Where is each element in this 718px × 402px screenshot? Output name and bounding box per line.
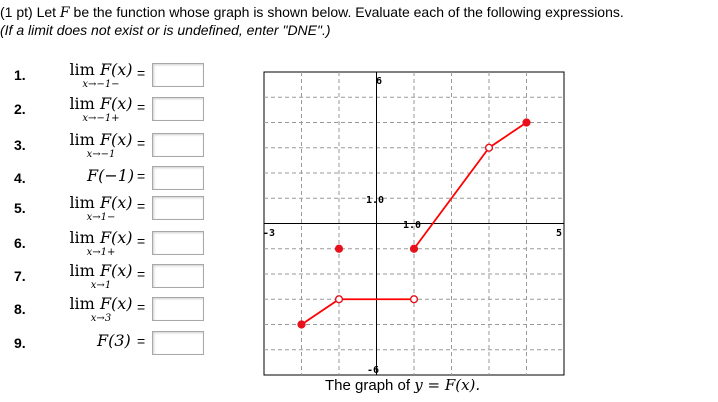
equals-sign: = [137,135,146,151]
function-graph: -3 5 6 -6 1.0 1.0 [263,71,565,376]
filled-point [334,244,344,253]
instructions-line: (1 pt) Let F be the function whose graph… [0,4,718,22]
filled-point [522,118,531,127]
problem-3: 3. lim F(x) x→−1 = [0,132,260,160]
limit-subscript: x→1− [86,212,116,223]
limit-subscript: x→−1 [86,149,116,160]
equals-sign: = [137,233,146,249]
limit-text: lim F(x) [69,294,133,313]
problem-number: 7. [14,268,26,284]
graph-caption: The graph of y = F(x). [325,376,481,394]
equals-sign: = [137,299,146,315]
answer-input-7[interactable] [152,264,204,288]
answer-input-8[interactable] [152,297,204,321]
limit-text: lim F(x) [69,261,133,280]
instructions-prefix: (1 pt) Let [0,4,57,20]
equals-sign: = [137,333,146,349]
limit-subscript: x→−1− [82,79,120,90]
problem-number: 9. [14,335,26,351]
answer-input-4[interactable] [152,166,204,190]
problem-number: 3. [14,137,26,153]
instructions-suffix: be the function whose graph is shown bel… [73,4,624,20]
problem-4: 4. F(−1) = [0,165,260,190]
problem-number: 4. [14,170,26,186]
limit-text: lim F(x) [69,193,133,212]
problem-9: 9. F(3) = [0,330,260,355]
graph-segment [300,298,340,326]
filled-point [409,244,419,253]
graph-segment [488,121,528,149]
problem-number: 5. [14,200,26,216]
problem-number: 6. [14,235,26,251]
filled-point [297,320,306,329]
problem-2: 2. lim F(x) x→−1+ = [0,96,260,124]
answer-input-9[interactable] [152,331,204,355]
problem-1: 1. lim F(x) x→−1− = [0,62,260,90]
limit-subscript: x→−1+ [82,113,120,124]
function-value-expression: F(3) [97,331,131,350]
graph-data [297,118,531,329]
function-name: F [59,5,70,21]
problem-5: 5. lim F(x) x→1− = [0,195,260,223]
answer-input-2[interactable] [152,97,204,121]
limit-expression: lim F(x) x→3 [66,296,136,324]
equals-sign: = [137,65,146,81]
answer-input-5[interactable] [152,196,204,220]
answer-input-3[interactable] [152,133,204,157]
function-value-expression: F(−1) [87,166,135,185]
open-point [334,295,344,304]
limit-expression: lim F(x) x→−1 [66,132,136,160]
graph-labels: -3 5 6 -6 1.0 1.0 [263,76,562,376]
limit-expression: lim F(x) x→1 [66,263,136,291]
limit-subscript: x→1 [90,280,112,291]
problem-number: 1. [14,67,26,83]
open-point [484,143,494,152]
problem-number: 2. [14,101,26,117]
limit-expression: lim F(x) x→−1+ [66,96,136,124]
problem-header: (1 pt) Let F be the function whose graph… [0,4,718,39]
limit-expression: lim F(x) x→1+ [66,230,136,258]
equals-sign: = [137,168,146,184]
equals-sign: = [137,266,146,282]
problem-7: 7. lim F(x) x→1 = [0,263,260,291]
equals-sign: = [137,99,146,115]
limit-expression: lim F(x) x→−1− [66,62,136,90]
limit-text: lim F(x) [69,228,133,247]
x-unit-label: 1.0 [403,220,421,231]
answer-input-1[interactable] [152,63,204,87]
equals-sign: = [137,198,146,214]
limit-subscript: x→3 [90,313,112,324]
problem-6: 6. lim F(x) x→1+ = [0,230,260,258]
graph-segment [413,147,490,250]
y-unit-label: 1.0 [366,195,384,206]
limit-subscript: x→1+ [86,247,116,258]
x-max-label: 5 [556,228,562,239]
problem-number: 8. [14,301,26,317]
dne-note: (If a limit does not exist or is undefin… [0,22,331,38]
x-min-label: -3 [263,228,275,239]
limit-text: lim F(x) [69,94,133,113]
y-min-label: -6 [367,365,379,376]
limit-text: lim F(x) [69,130,133,149]
answer-input-6[interactable] [152,231,204,255]
limit-expression: lim F(x) x→1− [66,195,136,223]
open-point [409,295,419,304]
problem-8: 8. lim F(x) x→3 = [0,296,260,324]
graph-axes [264,72,564,375]
limit-text: lim F(x) [69,60,133,79]
y-max-label: 6 [376,76,382,87]
